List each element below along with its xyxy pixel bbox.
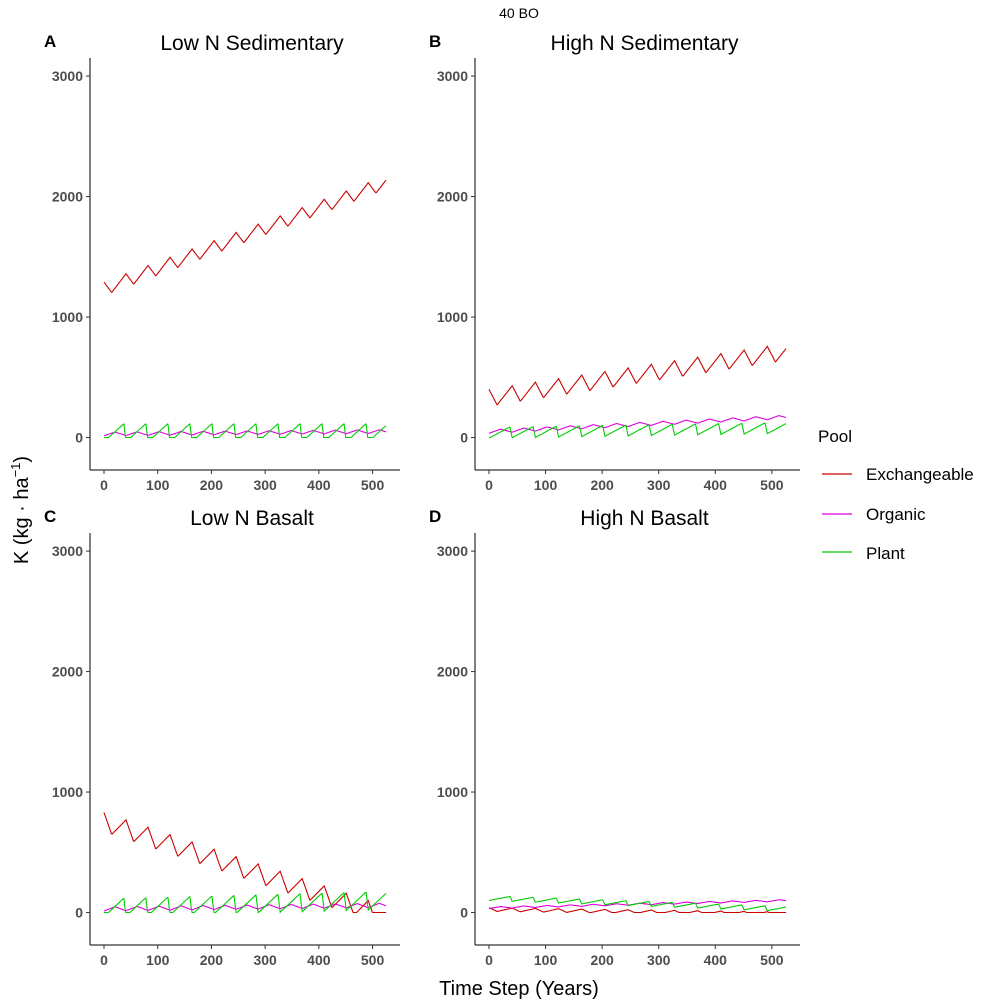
y-tick-label: 3000 [52, 68, 83, 84]
x-tick-label: 0 [100, 952, 108, 968]
y-tick-label: 0 [460, 430, 468, 446]
x-tick-label: 400 [704, 952, 728, 968]
x-tick-label: 300 [647, 952, 671, 968]
y-tick-label: 2000 [52, 664, 83, 680]
x-tick-label: 0 [100, 477, 108, 493]
y-tick-label: 1000 [52, 309, 83, 325]
x-tick-label: 400 [307, 477, 331, 493]
y-axis-label-main: K (kg · ha [11, 477, 33, 565]
y-tick-label: 3000 [437, 543, 468, 559]
x-tick-label: 100 [146, 952, 170, 968]
x-tick-label: 100 [534, 952, 558, 968]
x-tick-label: 500 [760, 952, 784, 968]
panel-c: C Low N Basalt 0 1000 2000 3000 0 100 200 300 400 5… [44, 507, 400, 968]
panel-title: High N Basalt [580, 507, 709, 530]
legend-label-organic: Organic [866, 505, 926, 524]
x-tick-label: 400 [307, 952, 331, 968]
x-tick-label: 100 [146, 477, 170, 493]
legend-label-exchangeable: Exchangeable [866, 465, 974, 484]
y-tick-label: 0 [75, 430, 83, 446]
series-line-exchangeable [488, 907, 786, 914]
y-tick-label: 1000 [52, 784, 83, 800]
panel-title: Low N Sedimentary [160, 32, 344, 55]
x-tick-label: 200 [590, 477, 614, 493]
x-tick-label: 500 [361, 952, 385, 968]
x-tick-label: 300 [647, 477, 671, 493]
x-tick-label: 300 [253, 477, 277, 493]
y-tick-label: 2000 [52, 189, 83, 205]
legend: Pool Exchangeable Organic Plant [818, 427, 974, 563]
panel-b: B High N Sedimentary 0 1000 2000 3000 0 100 200 3… [429, 32, 800, 493]
series-line-exchangeable [103, 812, 387, 914]
series-line-plant [488, 895, 787, 912]
x-tick-label: 400 [704, 477, 728, 493]
x-tick-label: 500 [760, 477, 784, 493]
x-tick-label: 0 [485, 477, 493, 493]
y-axis-label-end: ) [11, 456, 33, 463]
series-line-exchangeable [488, 345, 787, 406]
legend-title: Pool [818, 427, 852, 446]
panel-letter: D [429, 507, 441, 526]
panel-letter: B [429, 32, 441, 51]
x-tick-label: 100 [534, 477, 558, 493]
y-tick-label: 1000 [437, 784, 468, 800]
x-tick-label: 0 [485, 952, 493, 968]
series-line-plant [489, 422, 787, 439]
y-tick-label: 3000 [437, 68, 468, 84]
panel-title: High N Sedimentary [551, 32, 739, 55]
figure-title: 40 BO [499, 5, 539, 21]
y-axis-label-sup: −1 [8, 463, 23, 478]
panel-title: Low N Basalt [190, 507, 314, 530]
x-axis-label: Time Step (Years) [439, 978, 599, 1000]
y-tick-label: 2000 [437, 189, 468, 205]
panel-a: A Low N Sedimentary 0 1000 2000 3000 0 100 200 30… [44, 32, 400, 493]
legend-label-plant: Plant [866, 544, 905, 563]
x-tick-label: 200 [200, 477, 224, 493]
series-line-organic [103, 429, 387, 437]
y-axis-label: K (kg · ha−1) [8, 456, 33, 564]
series-line-organic [488, 415, 787, 434]
x-tick-label: 500 [361, 477, 385, 493]
y-tick-label: 0 [460, 905, 468, 921]
y-tick-label: 2000 [437, 664, 468, 680]
series-line-plant [104, 891, 387, 914]
x-tick-label: 300 [253, 952, 277, 968]
panel-d: D High N Basalt 0 1000 2000 3000 0 100 200 300 400… [429, 507, 800, 968]
panel-letter: A [44, 32, 56, 51]
series-line-exchangeable [103, 179, 387, 293]
x-tick-label: 200 [200, 952, 224, 968]
y-tick-label: 0 [75, 905, 83, 921]
y-tick-label: 1000 [437, 309, 468, 325]
y-tick-label: 3000 [52, 543, 83, 559]
series-line-organic [103, 902, 387, 912]
series-line-plant [104, 423, 387, 439]
x-tick-label: 200 [590, 952, 614, 968]
panel-letter: C [44, 507, 56, 526]
